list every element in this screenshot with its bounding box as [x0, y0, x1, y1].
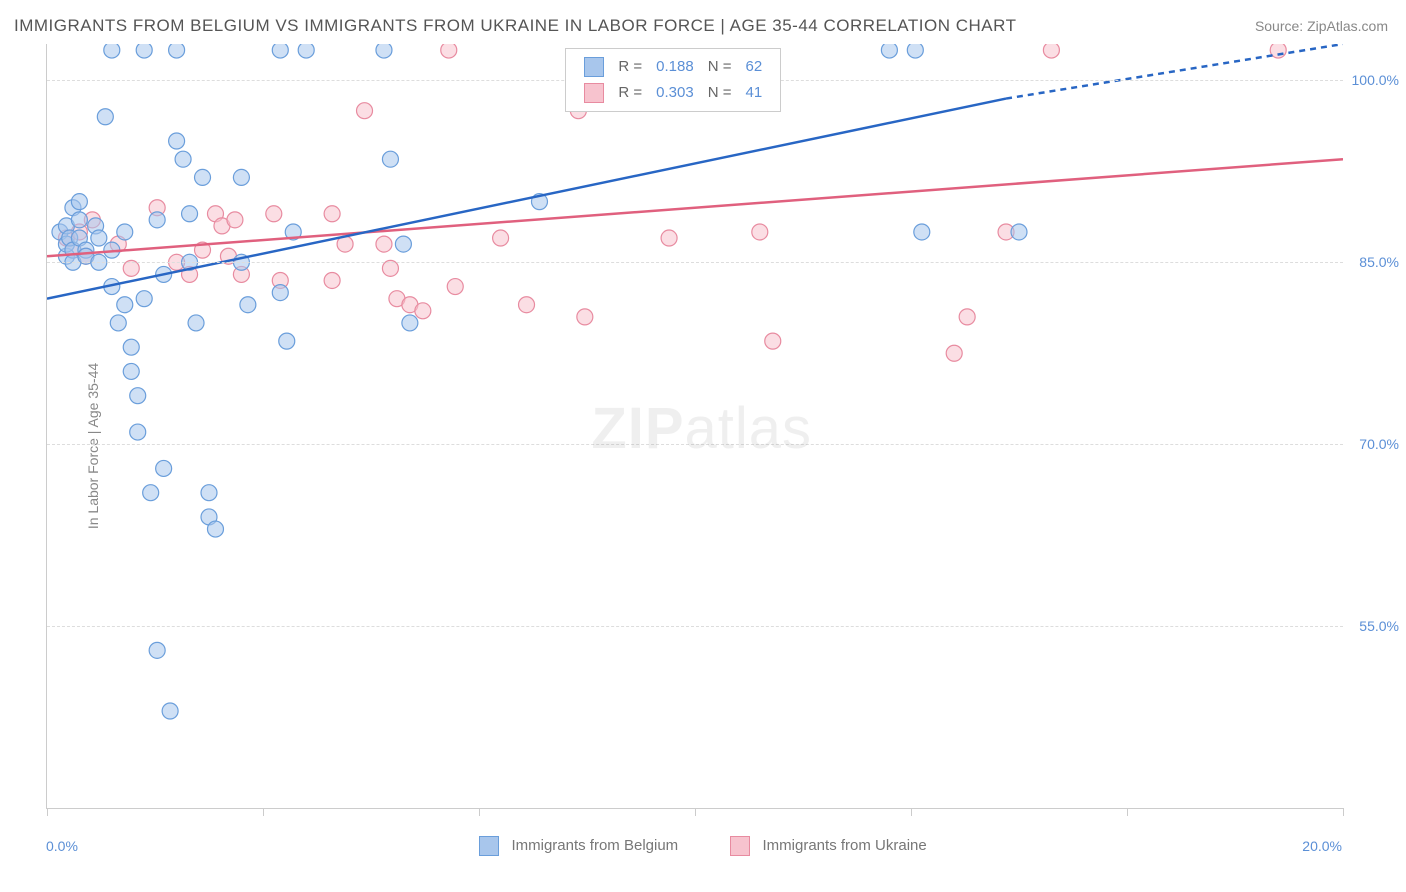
belgium-series-label: Immigrants from Belgium [511, 837, 678, 854]
gridline [47, 626, 1343, 627]
scatter-point [110, 315, 126, 331]
scatter-point [207, 521, 223, 537]
x-tick [263, 808, 264, 816]
legend-N-label: N [708, 58, 719, 75]
gridline [47, 262, 1343, 263]
belgium-swatch-icon [584, 57, 604, 77]
x-tick [695, 808, 696, 816]
stats-row-ukraine: R = 0.303 N = 41 [578, 81, 768, 105]
scatter-point [415, 303, 431, 319]
chart-svg [47, 44, 1343, 808]
scatter-point [881, 44, 897, 58]
legend-item-belgium: Immigrants from Belgium [479, 836, 678, 856]
ukraine-series-label: Immigrants from Ukraine [763, 837, 927, 854]
scatter-point [752, 224, 768, 240]
scatter-point [298, 44, 314, 58]
scatter-point [156, 460, 172, 476]
scatter-point [169, 133, 185, 149]
scatter-point [357, 103, 373, 119]
scatter-point [117, 297, 133, 313]
y-tick-label: 55.0% [1359, 618, 1399, 634]
y-tick-label: 70.0% [1359, 436, 1399, 452]
scatter-point [272, 285, 288, 301]
scatter-point [376, 236, 392, 252]
scatter-point [382, 151, 398, 167]
scatter-point [71, 194, 87, 210]
scatter-point [661, 230, 677, 246]
scatter-point [195, 169, 211, 185]
scatter-point [1043, 44, 1059, 58]
scatter-point [272, 44, 288, 58]
legend-item-ukraine: Immigrants from Ukraine [730, 836, 926, 856]
scatter-point [240, 297, 256, 313]
scatter-point [324, 206, 340, 222]
scatter-point [1011, 224, 1027, 240]
belgium-R-value: 0.188 [650, 55, 700, 79]
y-tick-label: 100.0% [1352, 72, 1399, 88]
belgium-swatch-icon [479, 836, 499, 856]
scatter-point [136, 291, 152, 307]
scatter-point [91, 230, 107, 246]
scatter-point [395, 236, 411, 252]
belgium-N-value: 62 [740, 55, 769, 79]
y-tick-label: 85.0% [1359, 254, 1399, 270]
scatter-point [182, 206, 198, 222]
plot-area: 55.0%70.0%85.0%100.0% R = 0.188 N = 62 R… [46, 44, 1343, 809]
scatter-point [123, 363, 139, 379]
ukraine-R-value: 0.303 [650, 81, 700, 105]
scatter-point [123, 339, 139, 355]
scatter-point [117, 224, 133, 240]
x-tick [47, 808, 48, 816]
scatter-point [104, 44, 120, 58]
scatter-point [402, 315, 418, 331]
scatter-point [169, 44, 185, 58]
scatter-point [914, 224, 930, 240]
gridline [47, 444, 1343, 445]
scatter-point [959, 309, 975, 325]
scatter-point [201, 485, 217, 501]
scatter-point [97, 109, 113, 125]
scatter-point [441, 44, 457, 58]
scatter-point [493, 230, 509, 246]
scatter-point [765, 333, 781, 349]
scatter-point [175, 151, 191, 167]
scatter-point [447, 279, 463, 295]
x-tick [1343, 808, 1344, 816]
ukraine-swatch-icon [584, 83, 604, 103]
x-tick [1127, 808, 1128, 816]
scatter-point [71, 212, 87, 228]
scatter-point [519, 297, 535, 313]
scatter-point [577, 309, 593, 325]
scatter-point [143, 485, 159, 501]
x-tick [479, 808, 480, 816]
scatter-point [946, 345, 962, 361]
trend-line [47, 99, 1006, 299]
scatter-point [149, 212, 165, 228]
source-label: Source: ZipAtlas.com [1255, 18, 1388, 34]
scatter-point [376, 44, 392, 58]
scatter-point [130, 424, 146, 440]
scatter-point [149, 642, 165, 658]
legend-R-label: R [618, 58, 629, 75]
ukraine-N-value: 41 [740, 81, 769, 105]
scatter-point [907, 44, 923, 58]
scatter-point [188, 315, 204, 331]
x-tick [911, 808, 912, 816]
scatter-point [266, 206, 282, 222]
scatter-point [130, 388, 146, 404]
scatter-point [136, 44, 152, 58]
scatter-point [324, 272, 340, 288]
scatter-point [227, 212, 243, 228]
ukraine-swatch-icon [730, 836, 750, 856]
scatter-point [162, 703, 178, 719]
series-legend: Immigrants from Belgium Immigrants from … [0, 836, 1406, 856]
scatter-point [233, 169, 249, 185]
scatter-point [279, 333, 295, 349]
stats-legend-box: R = 0.188 N = 62 R = 0.303 N = 41 [565, 48, 781, 112]
chart-title: IMMIGRANTS FROM BELGIUM VS IMMIGRANTS FR… [14, 16, 1016, 36]
stats-row-belgium: R = 0.188 N = 62 [578, 55, 768, 79]
